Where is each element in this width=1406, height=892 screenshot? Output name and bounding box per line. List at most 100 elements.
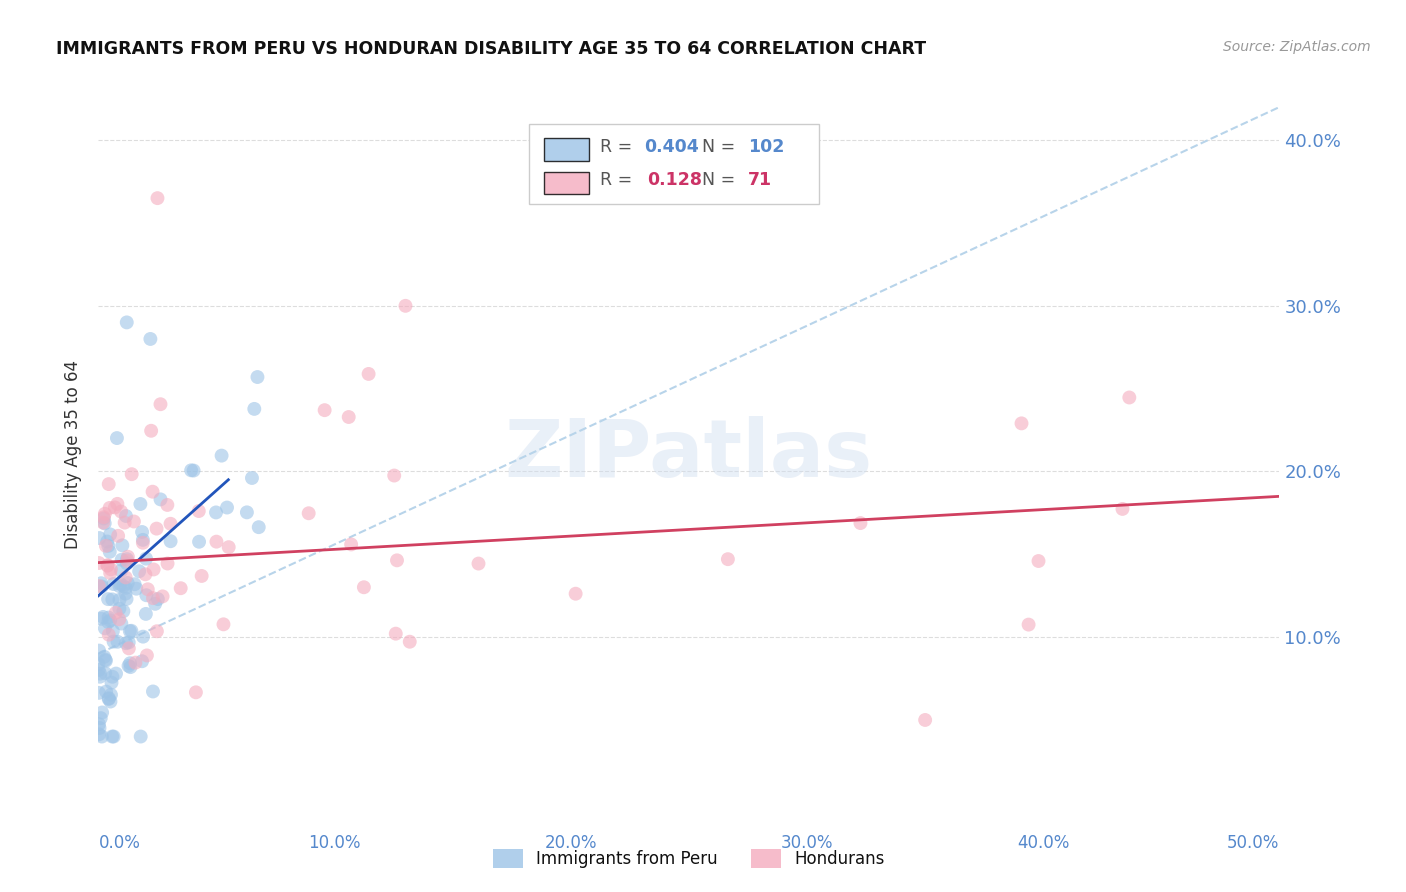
Point: [94, 507, 117, 521]
Point: [142, 684, 165, 698]
Point: [87, 717, 110, 731]
Point: [93, 511, 115, 525]
Point: [91, 516, 114, 530]
Point: [115, 554, 138, 568]
Point: [152, 590, 174, 604]
Point: [190, 569, 212, 583]
Point: [117, 576, 139, 591]
Point: [107, 529, 129, 543]
Point: [107, 497, 129, 511]
Text: N =: N =: [692, 171, 741, 189]
Point: [240, 471, 263, 485]
Point: [337, 410, 360, 425]
Point: [108, 592, 131, 607]
Point: [98, 614, 121, 628]
Point: [118, 624, 141, 639]
Point: [87, 556, 110, 570]
Point: [115, 557, 138, 571]
Point: [159, 516, 181, 531]
Point: [90, 711, 112, 725]
Point: [110, 616, 132, 631]
Point: [135, 551, 157, 566]
Point: [104, 500, 127, 515]
Point: [104, 606, 127, 620]
Point: [129, 730, 152, 744]
Text: IMMIGRANTS FROM PERU VS HONDURAN DISABILITY AGE 35 TO 64 CORRELATION CHART: IMMIGRANTS FROM PERU VS HONDURAN DISABIL…: [56, 40, 927, 58]
Text: 0.0%: 0.0%: [98, 834, 141, 852]
Point: [97, 692, 120, 706]
Point: [125, 582, 148, 596]
Point: [101, 624, 124, 639]
Point: [187, 504, 209, 518]
Point: [914, 713, 936, 727]
Point: [97, 592, 120, 607]
Point: [87, 663, 110, 677]
Point: [143, 597, 166, 611]
Point: [96, 558, 118, 573]
Text: 20.0%: 20.0%: [544, 834, 598, 852]
Point: [114, 581, 136, 595]
Point: [115, 552, 138, 566]
Text: 30.0%: 30.0%: [780, 834, 834, 852]
Point: [112, 579, 135, 593]
Point: [120, 657, 142, 671]
Point: [110, 577, 132, 591]
Point: [100, 694, 122, 708]
Point: [90, 730, 112, 744]
Point: [184, 685, 207, 699]
Point: [218, 540, 240, 554]
Point: [384, 626, 406, 640]
Point: [89, 670, 111, 684]
Point: [1011, 417, 1033, 431]
Point: [87, 727, 110, 741]
Point: [122, 515, 145, 529]
Point: [146, 624, 169, 639]
Point: [135, 648, 157, 663]
Point: [149, 492, 172, 507]
Point: [159, 534, 181, 549]
Point: [115, 315, 138, 329]
Point: [298, 506, 321, 520]
Point: [115, 591, 138, 606]
Point: [139, 332, 162, 346]
Point: [89, 531, 111, 545]
Point: [97, 539, 120, 553]
Point: [205, 505, 228, 519]
Point: [180, 463, 202, 477]
Point: [1118, 391, 1140, 405]
Point: [149, 397, 172, 411]
FancyBboxPatch shape: [544, 172, 589, 194]
Point: [107, 634, 129, 648]
Point: [87, 657, 110, 672]
Point: [188, 534, 211, 549]
Point: [94, 621, 117, 635]
Point: [146, 592, 169, 607]
Point: [94, 539, 117, 553]
Point: [115, 508, 138, 523]
Point: [105, 666, 128, 681]
Point: [87, 686, 110, 700]
Point: [100, 562, 122, 576]
Text: ZIPatlas: ZIPatlas: [505, 416, 873, 494]
Point: [394, 299, 416, 313]
Point: [134, 567, 156, 582]
Point: [101, 592, 124, 607]
Text: 50.0%: 50.0%: [1227, 834, 1279, 852]
Point: [135, 588, 157, 602]
Point: [89, 721, 111, 735]
Point: [90, 612, 112, 626]
Point: [101, 730, 124, 744]
Point: [132, 535, 155, 549]
Point: [314, 403, 336, 417]
Point: [90, 580, 112, 594]
Point: [131, 654, 153, 668]
Point: [128, 564, 150, 578]
Point: [111, 552, 134, 566]
Point: [97, 477, 120, 491]
Point: [398, 634, 420, 648]
Text: R =: R =: [600, 171, 644, 189]
Point: [97, 628, 120, 642]
Point: [89, 666, 111, 681]
Point: [94, 684, 117, 698]
Point: [97, 610, 120, 624]
